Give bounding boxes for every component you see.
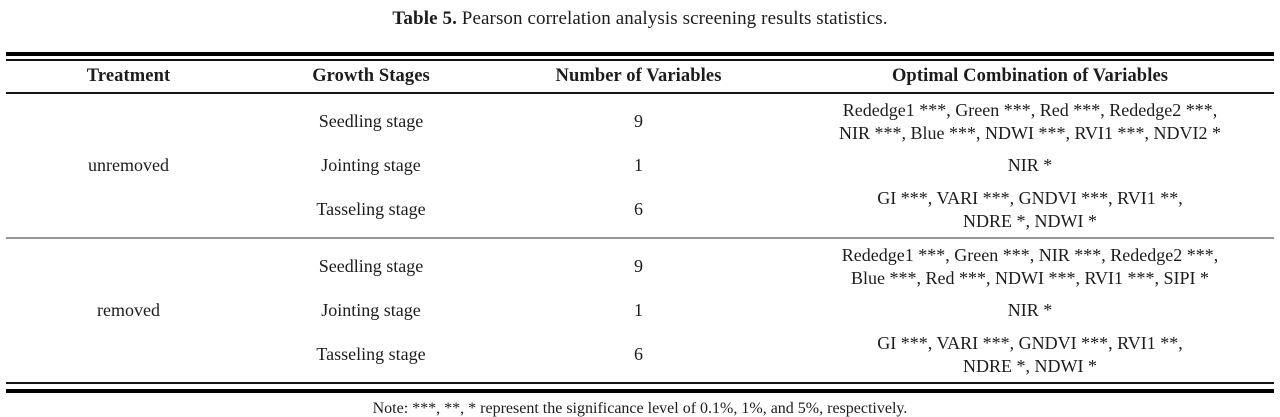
variable-count-cell: 6: [634, 344, 643, 364]
section-removed: removed Seedling stage 9 Rededge1 ***, G…: [6, 238, 1274, 383]
combo-line: GI ***, VARI ***, GNDVI ***, RVI1 **,: [877, 332, 1183, 353]
combo-line: Blue ***, Red ***, NDWI ***, RVI1 ***, S…: [850, 267, 1210, 288]
variable-count-cell: 6: [634, 199, 643, 219]
header-row: Treatment Growth Stages Number of Variab…: [6, 60, 1274, 94]
column-header-treatment: Treatment: [6, 60, 251, 94]
treatment-cell: removed: [97, 300, 160, 320]
variable-count-cell: 1: [634, 155, 643, 175]
combo-line: GI ***, VARI ***, GNDVI ***, RVI1 **,: [877, 187, 1183, 208]
column-header-number-of-variables: Number of Variables: [491, 60, 786, 94]
variable-count-cell: 9: [634, 111, 643, 131]
combo-cell: Rededge1 ***, Green ***, NIR ***, Rededg…: [786, 238, 1274, 294]
variable-count-cell: 1: [634, 300, 643, 320]
combo-line: Rededge1 ***, Green ***, Red ***, Rededg…: [842, 99, 1218, 120]
combo-line: NDRE *, NDWI *: [963, 355, 1097, 376]
table-5: Treatment Growth Stages Number of Variab…: [6, 52, 1274, 393]
combo-line: NIR *: [1007, 155, 1053, 175]
stage-cell: Seedling stage: [318, 111, 424, 131]
section-unremoved: unremoved Seedling stage 9 Rededge1 ***,…: [6, 93, 1274, 238]
table-note: Note: ***, **, * represent the significa…: [372, 400, 908, 417]
stage-cell: Jointing stage: [321, 155, 421, 175]
combo-cell: NIR *: [786, 294, 1274, 327]
table-row: Tasseling stage 6 GI ***, VARI ***, GNDV…: [6, 327, 1274, 383]
combo-cell: NIR *: [786, 149, 1274, 182]
treatment-cell: unremoved: [88, 155, 169, 175]
table-caption-label: Table 5.: [392, 8, 457, 29]
stage-cell: Seedling stage: [318, 256, 424, 276]
combo-cell: Rededge1 ***, Green ***, Red ***, Rededg…: [786, 93, 1274, 149]
combo-cell: GI ***, VARI ***, GNDVI ***, RVI1 **, ND…: [786, 327, 1274, 383]
table-caption-text: Pearson correlation analysis screening r…: [461, 8, 888, 29]
combo-cell: GI ***, VARI ***, GNDVI ***, RVI1 **, ND…: [786, 182, 1274, 238]
table-row: Tasseling stage 6 GI ***, VARI ***, GNDV…: [6, 182, 1274, 238]
column-header-growth-stages: Growth Stages: [251, 60, 491, 94]
table-header: Treatment Growth Stages Number of Variab…: [6, 60, 1274, 94]
stage-cell: Jointing stage: [321, 300, 421, 320]
combo-line: Rededge1 ***, Green ***, NIR ***, Rededg…: [841, 244, 1219, 265]
table-row: Jointing stage 1 NIR *: [6, 294, 1274, 327]
stage-cell: Tasseling stage: [316, 199, 426, 219]
table-row: removed Seedling stage 9 Rededge1 ***, G…: [6, 238, 1274, 321]
combo-line: NIR ***, Blue ***, NDWI ***, RVI1 ***, N…: [838, 122, 1222, 143]
combo-line: NDRE *, NDWI *: [963, 210, 1097, 231]
combo-line: NIR *: [1007, 300, 1053, 320]
table-row: unremoved Seedling stage 9 Rededge1 ***,…: [6, 93, 1274, 176]
stage-cell: Tasseling stage: [316, 344, 426, 364]
column-header-optimal-combination: Optimal Combination of Variables: [786, 60, 1274, 94]
variable-count-cell: 9: [634, 256, 643, 276]
table-caption: Table 5. Pearson correlation analysis sc…: [0, 7, 1280, 31]
table-row: Jointing stage 1 NIR *: [6, 149, 1274, 182]
results-table: Treatment Growth Stages Number of Variab…: [6, 59, 1274, 384]
